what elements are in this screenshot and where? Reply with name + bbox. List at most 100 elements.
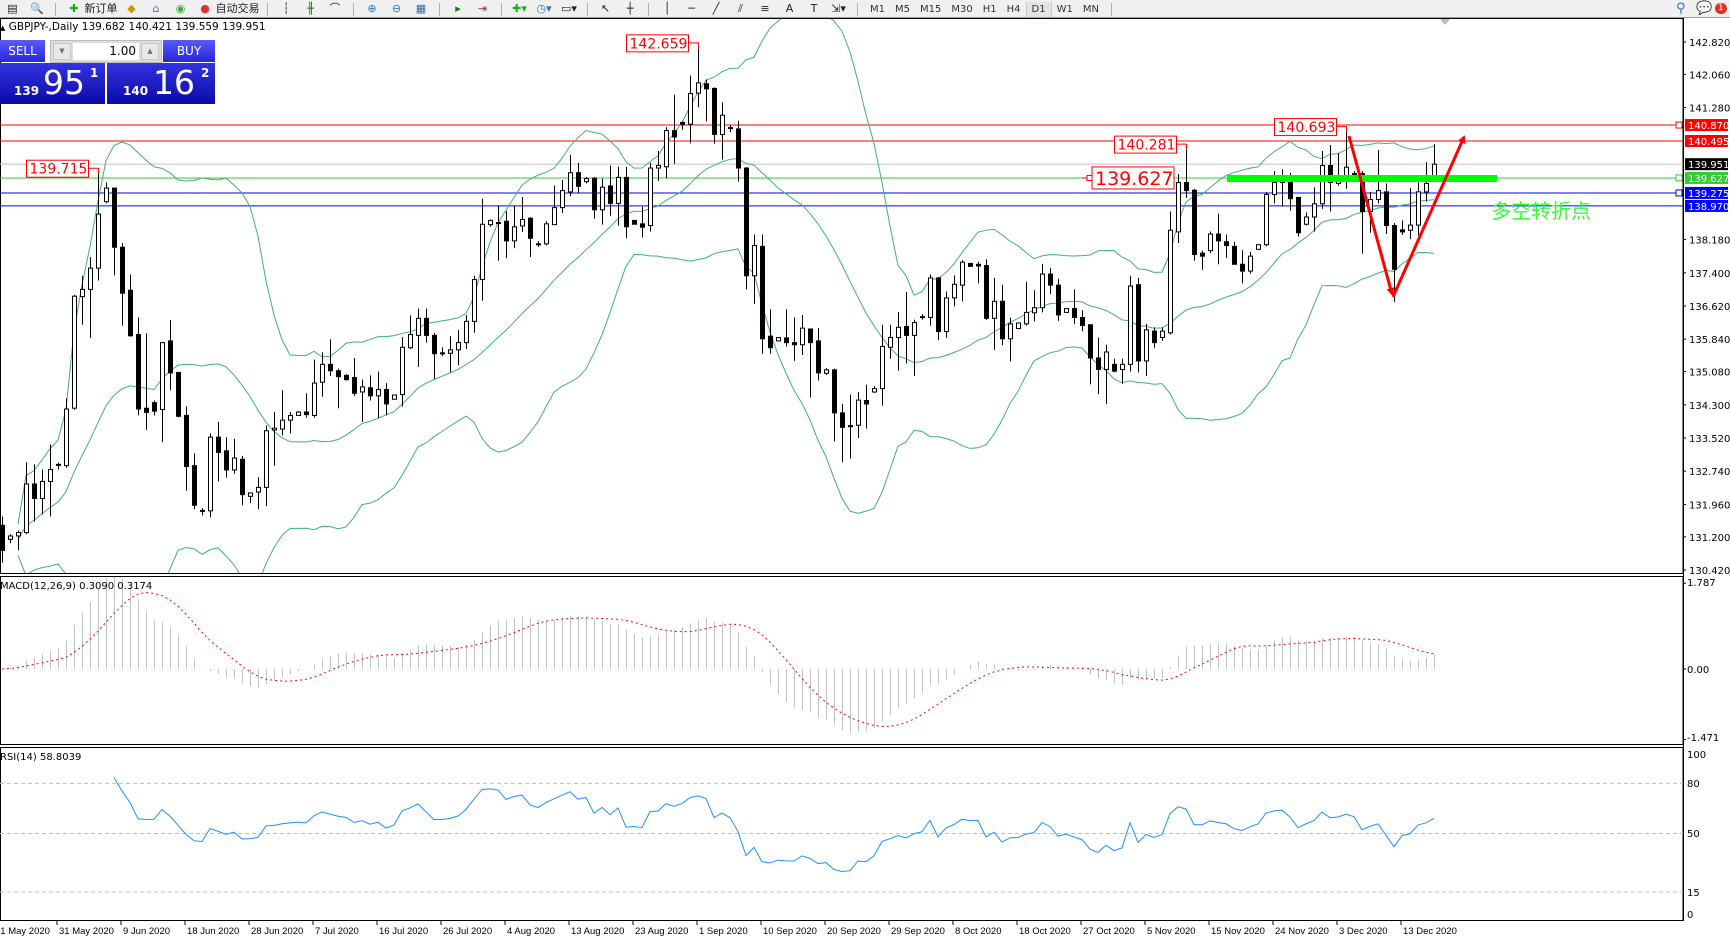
- sell-button[interactable]: SELL: [0, 40, 45, 62]
- timeframe-m5[interactable]: M5: [895, 4, 910, 15]
- candle: [760, 234, 765, 354]
- bearish-candle-body: [1056, 284, 1061, 316]
- bullish-candle-body: [1408, 224, 1413, 231]
- candle: [656, 151, 661, 181]
- bullish-candle-body: [1320, 164, 1325, 205]
- tile-windows-icon[interactable]: ▦: [415, 2, 427, 15]
- chart-shift-icon[interactable]: ⇥: [477, 2, 488, 15]
- bullish-candle-body: [856, 399, 861, 426]
- sell-price-button[interactable]: 139 95 1: [0, 63, 105, 104]
- new-chart-icon[interactable]: ▤: [7, 2, 18, 15]
- lot-decrease-button[interactable]: ▼: [53, 43, 71, 60]
- date-label: 13 Aug 2020: [571, 926, 624, 937]
- autoscroll-icon[interactable]: ▸: [455, 2, 461, 15]
- cursor-icon[interactable]: ↖: [600, 2, 611, 15]
- bearish-candle-body: [1192, 189, 1197, 255]
- rsi-tick-label: 0: [1687, 910, 1693, 921]
- vertical-line-icon[interactable]: │: [663, 2, 671, 15]
- history-icon[interactable]: ⌂: [152, 2, 160, 15]
- candle: [832, 368, 837, 442]
- timeframe-m15[interactable]: M15: [920, 4, 942, 15]
- candle: [792, 317, 797, 361]
- bullish-candle-body: [488, 219, 493, 226]
- templates-icon[interactable]: ▭▾: [561, 2, 577, 15]
- callout-connector: [88, 167, 99, 175]
- candle: [856, 392, 861, 438]
- bearish-candle-body: [976, 263, 981, 267]
- crosshair-icon[interactable]: ┼: [626, 2, 634, 15]
- toolbar-separator: [586, 2, 588, 16]
- bearish-candle-body: [760, 245, 765, 340]
- text-icon[interactable]: A: [785, 2, 794, 15]
- bearish-candle-body: [1232, 245, 1237, 265]
- bar-chart-icon[interactable]: ┆: [282, 2, 290, 15]
- bearish-candle-body: [808, 328, 813, 344]
- candle: [296, 411, 301, 416]
- text-label-icon[interactable]: T: [810, 2, 818, 15]
- main-panel-frame: [0, 18, 1684, 574]
- timeframe-m30[interactable]: M30: [951, 4, 973, 15]
- callout-connector: [1176, 143, 1187, 151]
- buy-price-button[interactable]: 140 16 2: [107, 63, 215, 104]
- bullish-candle-body: [656, 164, 661, 169]
- candle: [0, 516, 5, 563]
- timeframe-h4[interactable]: H4: [1006, 4, 1021, 15]
- messages-button[interactable]: 💬 1: [1696, 1, 1730, 16]
- sell-price-sup: 1: [90, 66, 99, 80]
- macd-tick-label: 0.00: [1687, 665, 1709, 676]
- candlestick-icon[interactable]: ╫: [307, 2, 314, 15]
- timeframe-w1[interactable]: W1: [1056, 4, 1073, 15]
- bearish-candle-body: [1296, 196, 1301, 234]
- fibonacci-icon[interactable]: ≡: [760, 2, 770, 15]
- bullish-candle-body: [1248, 255, 1253, 272]
- price-label-bg-139.951: [1685, 158, 1728, 171]
- bearish-candle-body: [192, 465, 197, 506]
- price-tick-label: 138.180: [1689, 236, 1730, 247]
- callout-handle: [1086, 174, 1093, 181]
- candle: [456, 329, 461, 366]
- candle: [24, 462, 29, 535]
- indicators-icon[interactable]: ✚▾: [512, 2, 527, 15]
- price-tick-label: 136.620: [1689, 302, 1730, 313]
- timeframe-m1[interactable]: M1: [870, 4, 885, 15]
- price-label-140.870: 140.870: [1688, 121, 1729, 132]
- bearish-candle-body: [816, 340, 821, 374]
- lot-size-input[interactable]: 1.00: [73, 43, 139, 60]
- candle: [216, 421, 221, 482]
- bearish-candle-body: [784, 337, 789, 344]
- lot-increase-button[interactable]: ▲: [141, 43, 159, 60]
- bullish-candle-body: [1120, 363, 1125, 370]
- new-order-button[interactable]: ✚ 新订单: [64, 2, 117, 15]
- bullish-candle-body: [1008, 323, 1013, 340]
- timeframe-mn[interactable]: MN: [1082, 4, 1099, 15]
- price-label-139.627: 139.627: [1688, 174, 1729, 185]
- auto-trading-button[interactable]: ● 自动交易: [195, 2, 259, 15]
- timeframe-d1[interactable]: D1: [1025, 2, 1052, 17]
- search-icon[interactable]: ⚲: [1676, 1, 1686, 16]
- collapse-triangle-icon[interactable]: ▲: [0, 24, 6, 32]
- candle: [1232, 241, 1237, 265]
- arrows-icon[interactable]: ⇲▾: [831, 2, 846, 15]
- bearish-candle-body: [224, 450, 229, 471]
- periods-icon[interactable]: ◷▾: [536, 2, 552, 15]
- market-watch-icon[interactable]: ◆: [127, 2, 136, 15]
- trendline-icon[interactable]: ╱: [712, 2, 720, 15]
- bullish-candle-body: [1168, 229, 1173, 334]
- line-chart-icon[interactable]: ⌒: [329, 2, 341, 15]
- navigator-icon[interactable]: 🔍: [30, 2, 44, 15]
- bullish-candle-body: [1032, 307, 1037, 314]
- lot-size-stepper[interactable]: ▼ 1.00 ▲: [50, 40, 162, 63]
- bullish-candle-body: [408, 334, 413, 349]
- candle: [480, 198, 485, 301]
- buy-button[interactable]: BUY: [163, 40, 215, 62]
- candle: [464, 314, 469, 350]
- zoom-out-icon[interactable]: ⊖: [391, 2, 402, 15]
- candle: [288, 412, 293, 434]
- channel-icon[interactable]: ⫽: [738, 2, 743, 15]
- signals-icon[interactable]: ◉: [175, 2, 186, 15]
- zoom-in-icon[interactable]: ⊕: [367, 2, 377, 15]
- candle: [744, 167, 749, 290]
- timeframe-h1[interactable]: H1: [982, 4, 997, 15]
- horizontal-line-icon[interactable]: ─: [688, 2, 695, 15]
